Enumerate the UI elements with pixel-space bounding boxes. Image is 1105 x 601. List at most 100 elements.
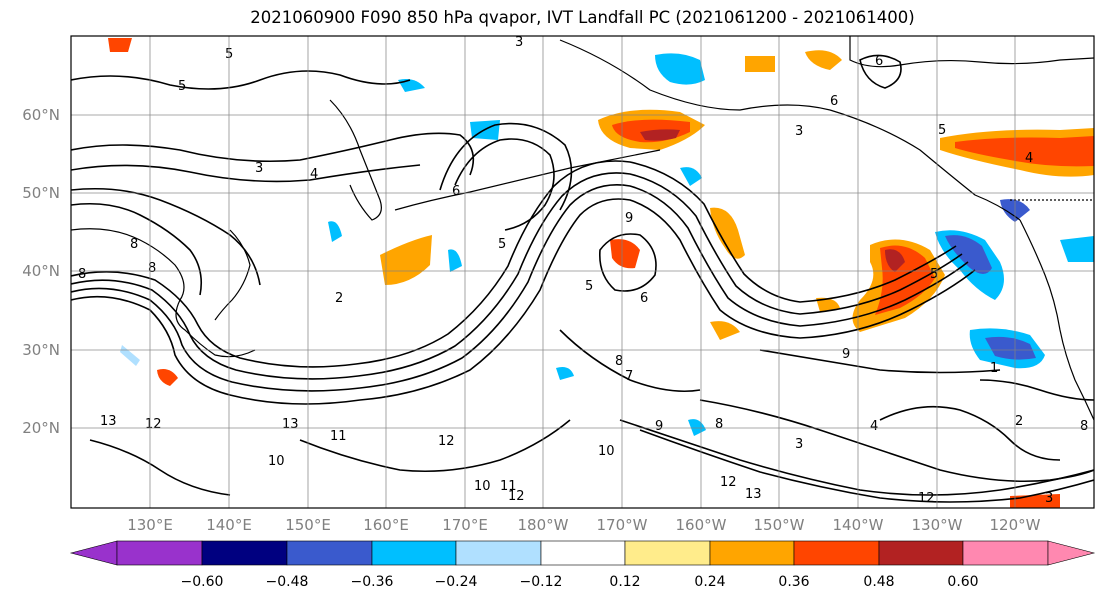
lon-label-150e: 150°E xyxy=(285,516,331,534)
lat-label-60n: 60°N xyxy=(22,106,60,124)
positive-patch-coast-peak xyxy=(885,249,905,272)
contour-loop-3 xyxy=(598,233,657,292)
lon-label-150w: 150°W xyxy=(754,516,805,534)
contour-label: 8 xyxy=(615,354,623,369)
colorbar-extend-high xyxy=(1047,540,1096,566)
colorbar-label: −0.48 xyxy=(266,574,309,590)
colorbar-label: −0.24 xyxy=(435,574,478,590)
contour-east-3 xyxy=(759,349,1001,374)
shaded-field xyxy=(108,38,1094,508)
contour-label: 8 xyxy=(148,261,156,276)
contour-south-3 xyxy=(699,399,1094,483)
colorbar-label: −0.36 xyxy=(351,574,394,590)
positive-patch-west2 xyxy=(108,38,132,52)
negative-patch-pac4 xyxy=(448,249,462,272)
contour-label: 13 xyxy=(100,414,117,429)
lon-label-170e: 170°E xyxy=(442,516,488,534)
contour-mid-1 xyxy=(559,329,701,393)
contour-label: 9 xyxy=(655,419,663,434)
contour-label: 5 xyxy=(585,279,593,294)
lat-label-30n: 30°N xyxy=(22,341,60,359)
contour-label: 2 xyxy=(1015,414,1023,429)
coastline-aleutian xyxy=(394,149,661,211)
contour-south-1 xyxy=(619,419,1094,496)
colorbar-label: −0.60 xyxy=(181,574,224,590)
colorbar-bin-4 xyxy=(371,540,457,566)
contour-label: 3 xyxy=(795,437,803,452)
contour-label: 11 xyxy=(330,429,347,444)
lat-axis: 60°N 50°N 40°N 30°N 20°N xyxy=(22,106,60,437)
colorbar-label: 0.12 xyxy=(609,574,640,590)
lat-label-20n: 20°N xyxy=(22,419,60,437)
colorbar-label: 0.36 xyxy=(778,574,809,590)
lon-axis: 130°E 140°E 150°E 160°E 170°E 180°W 170°… xyxy=(127,516,1040,534)
contour-east-1 xyxy=(979,379,1094,401)
negative-patch-nw xyxy=(655,53,705,85)
contour-label: 12 xyxy=(145,417,162,432)
negative-patch-south2 xyxy=(556,367,574,380)
contour-jet-3 xyxy=(71,172,963,380)
contour-label: 12 xyxy=(918,491,935,506)
lon-label-170w: 170°W xyxy=(597,516,648,534)
contour-label: 5 xyxy=(930,267,938,282)
contour-label: 9 xyxy=(625,211,633,226)
lon-label-180w: 180°W xyxy=(518,516,569,534)
contour-north-1 xyxy=(71,132,475,176)
contour-north-3 xyxy=(71,70,411,90)
contour-label: 6 xyxy=(875,54,883,69)
graticule xyxy=(71,36,1094,508)
contour-label: 8 xyxy=(78,267,86,282)
positive-patch-gulf xyxy=(710,207,745,259)
contour-loop-1 xyxy=(454,138,555,231)
contour-label: 12 xyxy=(508,489,525,504)
lon-label-130w: 130°W xyxy=(912,516,963,534)
contour-label: 4 xyxy=(1025,151,1033,166)
lon-label-120w: 120°W xyxy=(990,516,1041,534)
contour-label: 8 xyxy=(1080,419,1088,434)
contour-jet-4 xyxy=(71,160,957,368)
contour-mid-3 xyxy=(89,439,231,496)
colorbar xyxy=(69,540,1096,566)
colorbar-bin-9 xyxy=(793,540,880,566)
lon-label-160w: 160°W xyxy=(676,516,727,534)
lon-label-140w: 140°W xyxy=(833,516,884,534)
colorbar-bin-5 xyxy=(455,540,542,566)
contour-label: 5 xyxy=(178,79,186,94)
negative-patch-coast-core xyxy=(945,235,992,274)
negative-patch-south1 xyxy=(688,419,706,436)
coastlines xyxy=(71,36,1094,421)
colorbar-label: −0.12 xyxy=(520,574,563,590)
contour-label: 9 xyxy=(842,347,850,362)
colorbar-bin-11 xyxy=(962,540,1049,566)
positive-patch-north xyxy=(805,50,842,70)
positive-patch-alaska-peak xyxy=(640,129,680,141)
contour-label: 13 xyxy=(745,487,762,502)
contours xyxy=(71,54,1094,503)
contour-label: 2 xyxy=(335,291,343,306)
contour-east-2 xyxy=(879,405,1061,461)
colorbar-bin-3 xyxy=(286,540,373,566)
negative-patch-ne2 xyxy=(1060,236,1094,262)
colorbar-labels: −0.60 −0.48 −0.36 −0.24 −0.12 0.12 0.24 … xyxy=(181,574,979,590)
contour-loop-2 xyxy=(439,122,573,211)
colorbar-label: 0.48 xyxy=(863,574,894,590)
negative-patch-pac1 xyxy=(680,167,702,186)
coastline-north xyxy=(849,36,1094,68)
contour-label: 7 xyxy=(625,369,633,384)
negative-patch-pac3 xyxy=(328,221,342,242)
colorbar-bin-10 xyxy=(878,540,964,566)
contour-jet-2 xyxy=(71,184,969,392)
contour-label: 3 xyxy=(515,35,523,50)
contour-west-2 xyxy=(71,187,261,286)
contour-north-2 xyxy=(71,164,421,183)
positive-patch-west3 xyxy=(157,369,178,386)
colorbar-label: 0.60 xyxy=(947,574,978,590)
colorbar-bin-6 xyxy=(540,540,626,566)
colorbar-label: 0.24 xyxy=(694,574,725,590)
lon-label-130e: 130°E xyxy=(127,516,173,534)
positive-patch-west1 xyxy=(380,235,432,285)
contour-label: 6 xyxy=(830,94,838,109)
contour-label: 1 xyxy=(990,361,998,376)
map-frame xyxy=(70,35,1095,509)
positive-patch-east-core xyxy=(955,136,1094,167)
